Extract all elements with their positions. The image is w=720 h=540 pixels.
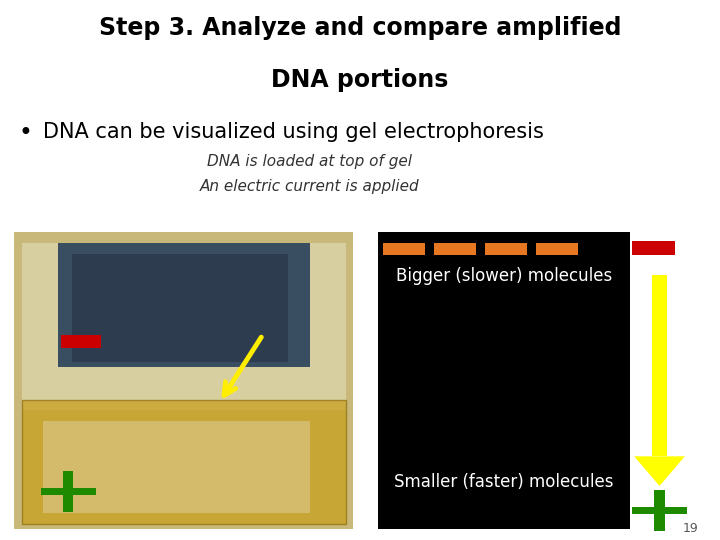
Bar <box>632 241 675 255</box>
Bar <box>63 471 73 512</box>
Bar <box>61 335 101 348</box>
Bar <box>43 421 310 513</box>
Text: Smaller (faster) molecules: Smaller (faster) molecules <box>395 474 613 491</box>
Bar <box>41 488 96 495</box>
Bar <box>14 232 353 529</box>
Text: Bigger (slower) molecules: Bigger (slower) molecules <box>396 267 612 285</box>
Text: DNA can be visualized using gel electrophoresis: DNA can be visualized using gel electrop… <box>43 122 544 141</box>
Text: Step 3. Analyze and compare amplified: Step 3. Analyze and compare amplified <box>99 16 621 40</box>
Text: DNA is loaded at top of gel: DNA is loaded at top of gel <box>207 154 412 169</box>
Text: •: • <box>18 122 32 145</box>
Bar <box>58 243 310 367</box>
Bar <box>654 490 665 531</box>
Text: DNA portions: DNA portions <box>271 68 449 91</box>
Bar <box>652 275 667 456</box>
Bar <box>22 243 346 410</box>
Bar <box>434 243 476 255</box>
Polygon shape <box>634 456 685 486</box>
Bar <box>485 243 527 255</box>
Bar <box>632 507 687 514</box>
Bar <box>536 243 578 255</box>
Bar <box>383 243 425 255</box>
Text: An electric current is applied: An electric current is applied <box>199 179 420 194</box>
Bar <box>72 254 288 362</box>
Bar <box>378 232 630 529</box>
Text: 19: 19 <box>683 522 698 535</box>
Bar <box>22 400 346 524</box>
